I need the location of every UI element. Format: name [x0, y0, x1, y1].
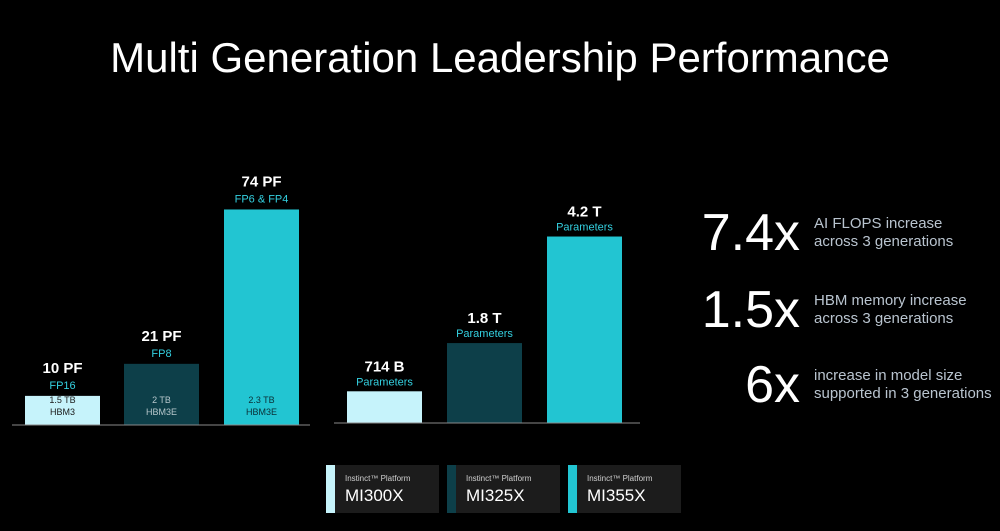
legend-swatch-mi325x — [447, 465, 456, 513]
parameters-label-mi355x: Parameters — [556, 222, 613, 234]
stat-flops-line1: AI FLOPS increase — [814, 215, 943, 232]
stat-model-size-line2: supported in 3 generations — [814, 385, 992, 402]
memory-type-mi300x: HBM3 — [50, 407, 75, 417]
legend-name-mi355x: MI355X — [587, 486, 646, 505]
model-size-label-mi300x: 714 B — [364, 358, 404, 375]
precision-label-mi355x: FP6 & FP4 — [235, 193, 289, 205]
stat-model-size-line1: increase in model size — [814, 367, 963, 384]
page-title: Multi Generation Leadership Performance — [110, 34, 890, 81]
legend-swatch-mi355x — [568, 465, 577, 513]
bar-chart1-mi300x — [25, 395, 100, 425]
stat-hbm-line2: across 3 generations — [814, 310, 954, 327]
stat-hbm-value: 1.5x — [701, 281, 800, 339]
legend-item-mi355x: Instinct™ Platform MI355X — [568, 465, 681, 513]
precision-label-mi300x: FP16 — [49, 380, 75, 392]
stat-flops-value: 7.4x — [701, 204, 800, 262]
stat-hbm-line1: HBM memory increase — [814, 292, 967, 309]
stat-flops-desc: AI FLOPS increase across 3 generations — [814, 215, 953, 251]
stat-model-size-desc: increase in model size supported in 3 ge… — [814, 367, 992, 403]
legend-item-mi300x: Instinct™ Platform MI300X — [326, 465, 439, 513]
legend-swatch-mi300x — [326, 465, 335, 513]
bar-chart1-mi355x — [224, 209, 299, 425]
legend-name-mi325x: MI325X — [466, 486, 525, 505]
legend-sub-mi355x: Instinct™ Platform — [587, 474, 653, 483]
bar-chart2-mi355x — [547, 236, 622, 423]
legend-name-mi300x: MI300X — [345, 486, 404, 505]
legend-sub-mi325x: Instinct™ Platform — [466, 474, 532, 483]
value-label-mi355x: 74 PF — [241, 173, 281, 190]
precision-label-mi325x: FP8 — [151, 348, 171, 360]
memory-size-mi355x: 2.3 TB — [248, 395, 274, 405]
memory-type-mi355x: HBM3E — [246, 407, 277, 417]
stat-hbm: 1.5x HBM memory increase across 3 genera… — [700, 280, 967, 340]
stat-model-size-value: 6x — [745, 356, 800, 414]
value-label-mi325x: 21 PF — [141, 328, 181, 345]
memory-size-mi325x: 2 TB — [152, 395, 171, 405]
bar-chart2-mi300x — [347, 391, 422, 423]
value-label-mi300x: 10 PF — [42, 360, 82, 377]
bar-chart2-mi325x — [447, 343, 522, 423]
bar-chart1-mi325x — [124, 363, 199, 425]
legend-item-mi325x: Instinct™ Platform MI325X — [447, 465, 560, 513]
memory-type-mi325x: HBM3E — [146, 407, 177, 417]
stat-model-size: 6x increase in model size supported in 3… — [700, 355, 992, 415]
parameters-label-mi300x: Parameters — [356, 376, 413, 388]
legend-sub-mi300x: Instinct™ Platform — [345, 474, 411, 483]
stat-hbm-desc: HBM memory increase across 3 generations — [814, 292, 967, 328]
model-size-label-mi355x: 4.2 T — [567, 204, 601, 221]
memory-size-mi300x: 1.5 TB — [49, 395, 75, 405]
stat-flops-line2: across 3 generations — [814, 233, 954, 250]
stat-flops: 7.4x AI FLOPS increase across 3 generati… — [700, 203, 954, 263]
model-size-label-mi325x: 1.8 T — [467, 310, 501, 327]
parameters-label-mi325x: Parameters — [456, 328, 513, 340]
